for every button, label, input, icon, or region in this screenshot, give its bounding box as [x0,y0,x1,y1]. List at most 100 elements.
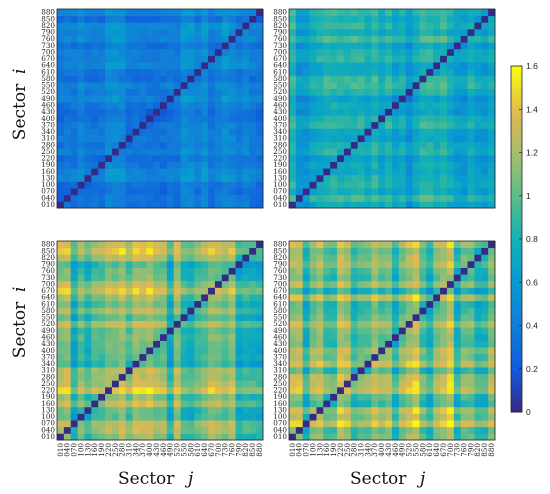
heatmap-cell [309,340,317,348]
heatmap-cell [316,386,324,394]
heatmap-cell [302,333,310,341]
heatmap-cell [180,154,188,162]
heatmap-cell [474,353,482,361]
heatmap-cell [385,406,393,414]
colorbar-segment [511,342,522,348]
heatmap-cell [249,320,257,328]
heatmap-cell [474,300,482,308]
heatmap-cell [426,241,434,249]
heatmap-cell [446,426,455,434]
heatmap-cell [440,300,448,308]
heatmap-cell [98,353,106,361]
heatmap-cell [295,241,304,249]
heatmap-cell [105,35,113,43]
heatmap-cell [412,340,420,348]
heatmap-cell [357,88,365,96]
heatmap-cell [426,333,434,341]
heatmap-cell [98,347,106,355]
colorbar-segment [511,135,522,141]
heatmap-cell [330,115,338,123]
heatmap-cell [392,108,400,116]
heatmap-cell [426,300,434,308]
heatmap-cell [426,42,434,50]
heatmap-cell [242,307,250,315]
heatmap-cell [208,42,216,50]
heatmap-cell [316,254,324,262]
x-tick-label: 040 [295,443,304,457]
heatmap-cell [160,154,168,162]
heatmap-cell [392,55,400,63]
heatmap-cell [153,128,161,136]
heatmap-cell [105,426,113,434]
heatmap-cell [419,274,427,282]
heatmap-cell [249,174,257,182]
heatmap-cell [357,141,365,149]
heatmap-cell [364,35,372,43]
heatmap-cell [187,141,195,149]
colorbar-segment [511,66,522,71]
heatmap-cell [385,48,393,56]
heatmap-cell [426,75,434,83]
heatmap-cell [160,48,168,56]
heatmap-cell [187,360,195,368]
colorbar-segment [511,282,522,288]
heatmap-cell [235,141,243,149]
heatmap-cell [118,327,127,335]
heatmap-cell [440,62,448,70]
heatmap-cell [323,188,331,196]
heatmap-cell [446,22,455,30]
heatmap-cell [426,68,434,76]
heatmap-cell [91,426,99,434]
heatmap-cell [194,241,202,249]
heatmap-cell [105,148,113,156]
heatmap-cell [180,260,188,268]
heatmap-cell [153,433,161,441]
y-tick-label: 760 [41,266,55,275]
heatmap-cell [385,327,393,335]
heatmap-cell [446,55,455,63]
colorbar-segment [511,360,522,365]
heatmap-cell [63,247,72,255]
heatmap-cell [132,174,140,182]
heatmap-cell [385,373,393,381]
x-tick-label: 040 [63,443,72,457]
heatmap-cell [208,68,216,76]
colorbar-segment [511,334,522,339]
heatmap-cell [446,340,455,348]
heatmap-cell [242,55,250,63]
heatmap-cell [302,327,310,335]
heatmap-cell [256,433,264,441]
heatmap-cell [77,400,85,408]
heatmap-cell [77,267,85,275]
heatmap-cell [84,267,92,275]
heatmap-cell [398,128,407,136]
heatmap-cell [405,121,413,129]
heatmap-cell [474,393,482,401]
heatmap-cell [166,181,175,189]
heatmap-cell [405,333,413,341]
heatmap-cell [309,75,317,83]
heatmap-cell [378,35,386,43]
heatmap-cell [91,380,99,388]
heatmap-cell [446,101,455,109]
heatmap-cell [488,274,496,282]
heatmap-cell [91,181,99,189]
heatmap-cell [111,300,120,308]
heatmap-cell [488,320,496,328]
heatmap-cell [323,347,331,355]
heatmap-cell [371,294,379,302]
heatmap-cell [98,115,106,123]
heatmap-cell [153,380,161,388]
heatmap-cell [153,101,161,109]
heatmap-cell [426,280,434,288]
heatmap-cell [84,181,92,189]
heatmap-cell [357,115,365,123]
heatmap-cell [488,174,496,182]
heatmap-cell [446,62,455,70]
heatmap-cell [57,426,65,434]
heatmap-cell [125,42,133,50]
heatmap-cell [201,373,209,381]
heatmap-cell [392,135,400,143]
heatmap-cell [426,108,434,116]
heatmap-cell [357,406,365,414]
